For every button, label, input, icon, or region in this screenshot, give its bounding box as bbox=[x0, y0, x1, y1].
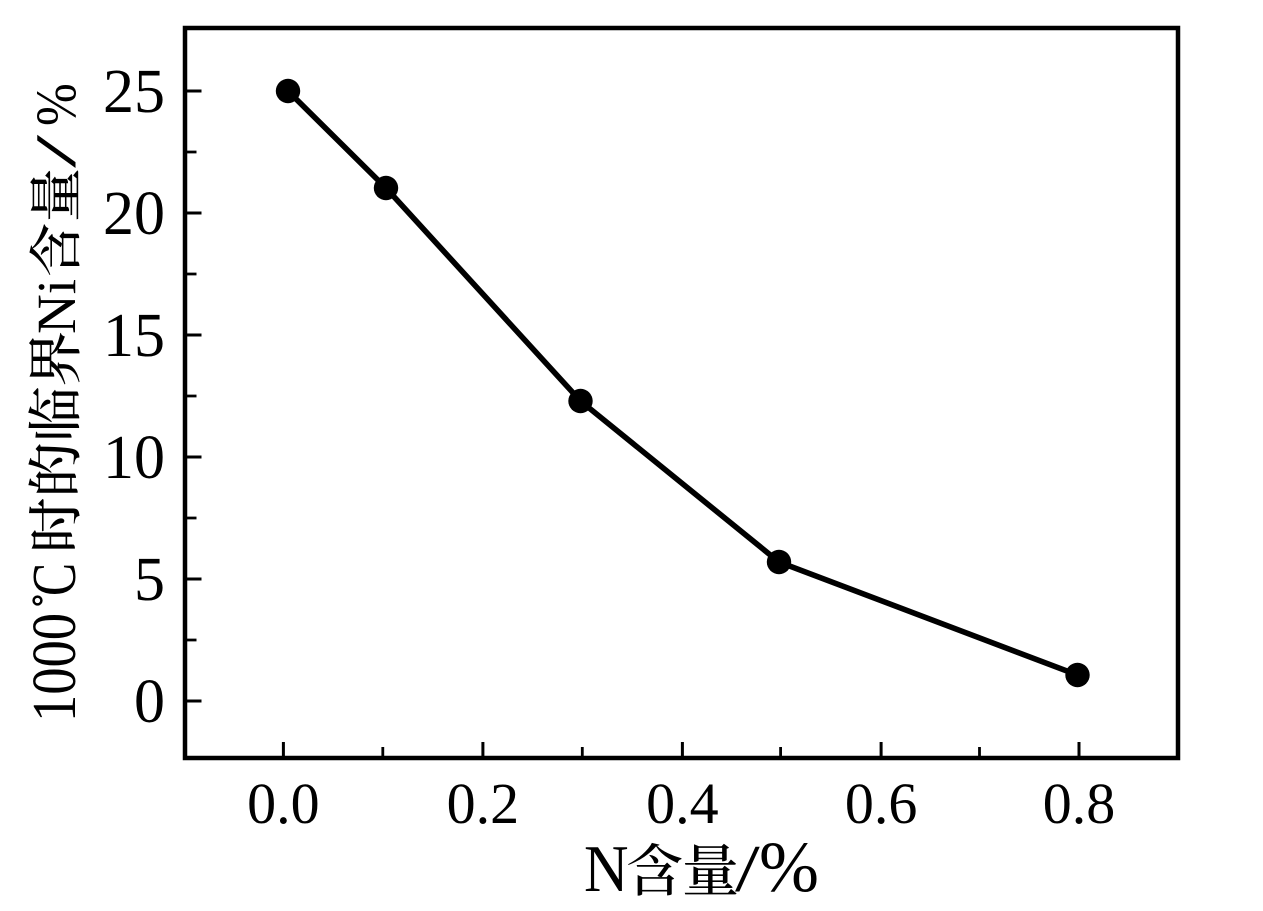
svg-text:0.8: 0.8 bbox=[1043, 771, 1116, 836]
svg-text:/: / bbox=[735, 832, 760, 906]
svg-text:0.6: 0.6 bbox=[845, 771, 918, 836]
svg-text:0.0: 0.0 bbox=[247, 771, 320, 836]
svg-text:20: 20 bbox=[103, 180, 165, 248]
svg-text:/: / bbox=[25, 134, 88, 168]
svg-text:0: 0 bbox=[134, 668, 165, 736]
svg-text:N: N bbox=[584, 832, 629, 906]
svg-text:15: 15 bbox=[103, 302, 165, 370]
svg-text:Ni: Ni bbox=[26, 279, 87, 334]
svg-text:5: 5 bbox=[134, 546, 165, 614]
svg-text:10: 10 bbox=[103, 424, 165, 492]
svg-text:0.2: 0.2 bbox=[447, 771, 520, 836]
svg-text:1000: 1000 bbox=[20, 613, 89, 722]
svg-text:0.4: 0.4 bbox=[646, 771, 719, 836]
svg-text:25: 25 bbox=[103, 58, 165, 126]
svg-text:C: C bbox=[21, 563, 89, 596]
svg-text:%: % bbox=[759, 827, 819, 907]
svg-text:%: % bbox=[25, 83, 88, 126]
